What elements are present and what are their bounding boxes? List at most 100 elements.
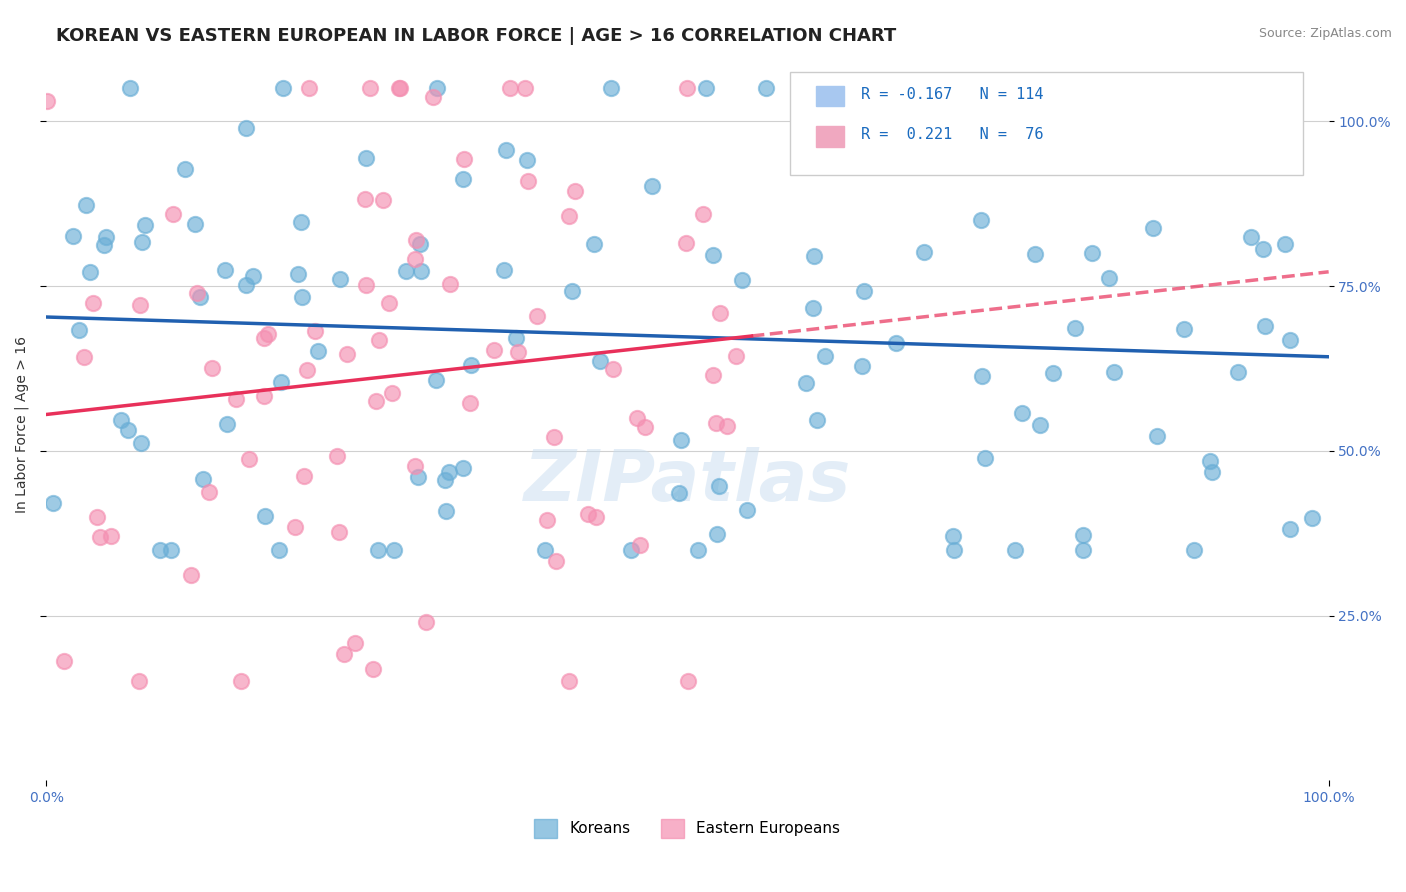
Point (706, 416, 728, 430)
Point (1071, 542, 1094, 557)
Point (269, 542, 291, 557)
Point (89, 530, 111, 544)
Point (794, 376, 817, 390)
Point (702, 248, 724, 262)
Point (180, 568, 202, 582)
Point (1201, 465, 1223, 479)
Point (561, 284, 583, 298)
Point (974, 451, 997, 466)
Point (834, 81, 856, 95)
Point (1004, 542, 1026, 557)
Point (238, 451, 260, 466)
Point (229, 674, 252, 689)
Point (1279, 333, 1302, 347)
Point (100, 529, 122, 543)
Point (197, 484, 219, 499)
Point (731, 273, 754, 287)
Point (506, 344, 529, 359)
Point (458, 396, 481, 410)
Point (801, 301, 824, 315)
Point (755, 81, 778, 95)
Point (1251, 242, 1274, 256)
Point (160, 542, 183, 557)
Point (271, 81, 294, 95)
Point (188, 290, 211, 304)
Point (585, 509, 607, 524)
Point (820, 81, 842, 95)
Point (201, 360, 224, 375)
Point (37, 94, 59, 108)
Point (1301, 511, 1323, 525)
Point (422, 89, 444, 103)
Point (495, 143, 517, 157)
Point (724, 350, 747, 364)
Point (235, 278, 257, 293)
Point (191, 471, 214, 485)
Point (395, 263, 418, 277)
Point (425, 373, 447, 387)
Point (367, 542, 389, 557)
Point (253, 388, 276, 402)
Point (415, 615, 437, 629)
Point (93, 237, 115, 252)
Point (558, 674, 581, 689)
Point (1081, 245, 1104, 260)
Point (453, 152, 475, 166)
Point (499, 81, 522, 95)
Point (564, 184, 586, 198)
Point (186, 286, 208, 301)
Point (291, 290, 314, 304)
Point (492, 263, 515, 277)
Point (329, 272, 352, 286)
Point (803, 249, 825, 263)
Point (1227, 366, 1250, 380)
Point (1274, 236, 1296, 251)
Point (628, 539, 651, 553)
Point (304, 324, 326, 338)
Point (460, 359, 482, 373)
Point (354, 278, 377, 293)
Point (404, 252, 426, 267)
Point (433, 473, 456, 487)
Point (1102, 365, 1125, 379)
Point (388, 81, 411, 95)
Point (543, 429, 565, 443)
FancyBboxPatch shape (790, 72, 1303, 176)
Point (406, 469, 429, 483)
Point (970, 213, 993, 227)
Point (671, 434, 693, 448)
Point (505, 331, 527, 345)
Point (82, 296, 104, 310)
Text: R =  0.221   N =  76: R = 0.221 N = 76 (860, 128, 1043, 142)
Point (851, 359, 873, 373)
Point (1025, 81, 1047, 95)
Point (439, 277, 461, 291)
Point (118, 81, 141, 95)
Point (328, 524, 350, 539)
Point (688, 542, 710, 557)
Point (364, 394, 387, 409)
Point (884, 336, 907, 351)
Point (1199, 454, 1222, 468)
Point (270, 375, 292, 389)
Point (405, 234, 427, 248)
Point (333, 647, 356, 661)
Y-axis label: In Labor Force | Age > 16: In Labor Force | Age > 16 (15, 336, 30, 513)
Point (354, 192, 377, 206)
Point (404, 458, 426, 473)
Point (361, 662, 384, 676)
Point (1254, 318, 1277, 333)
Point (806, 413, 828, 427)
Text: KOREAN VS EASTERN EUROPEAN IN LABOR FORCE | AGE > 16 CORRELATION CHART: KOREAN VS EASTERN EUROPEAN IN LABOR FORC… (56, 27, 897, 45)
Point (409, 263, 432, 277)
Point (1064, 321, 1087, 335)
Point (695, 81, 717, 95)
Point (110, 413, 132, 427)
Point (515, 153, 537, 168)
Point (131, 235, 153, 249)
Point (641, 179, 664, 194)
Point (94, 230, 117, 244)
Point (943, 542, 966, 557)
Point (253, 508, 276, 523)
Point (287, 267, 309, 281)
